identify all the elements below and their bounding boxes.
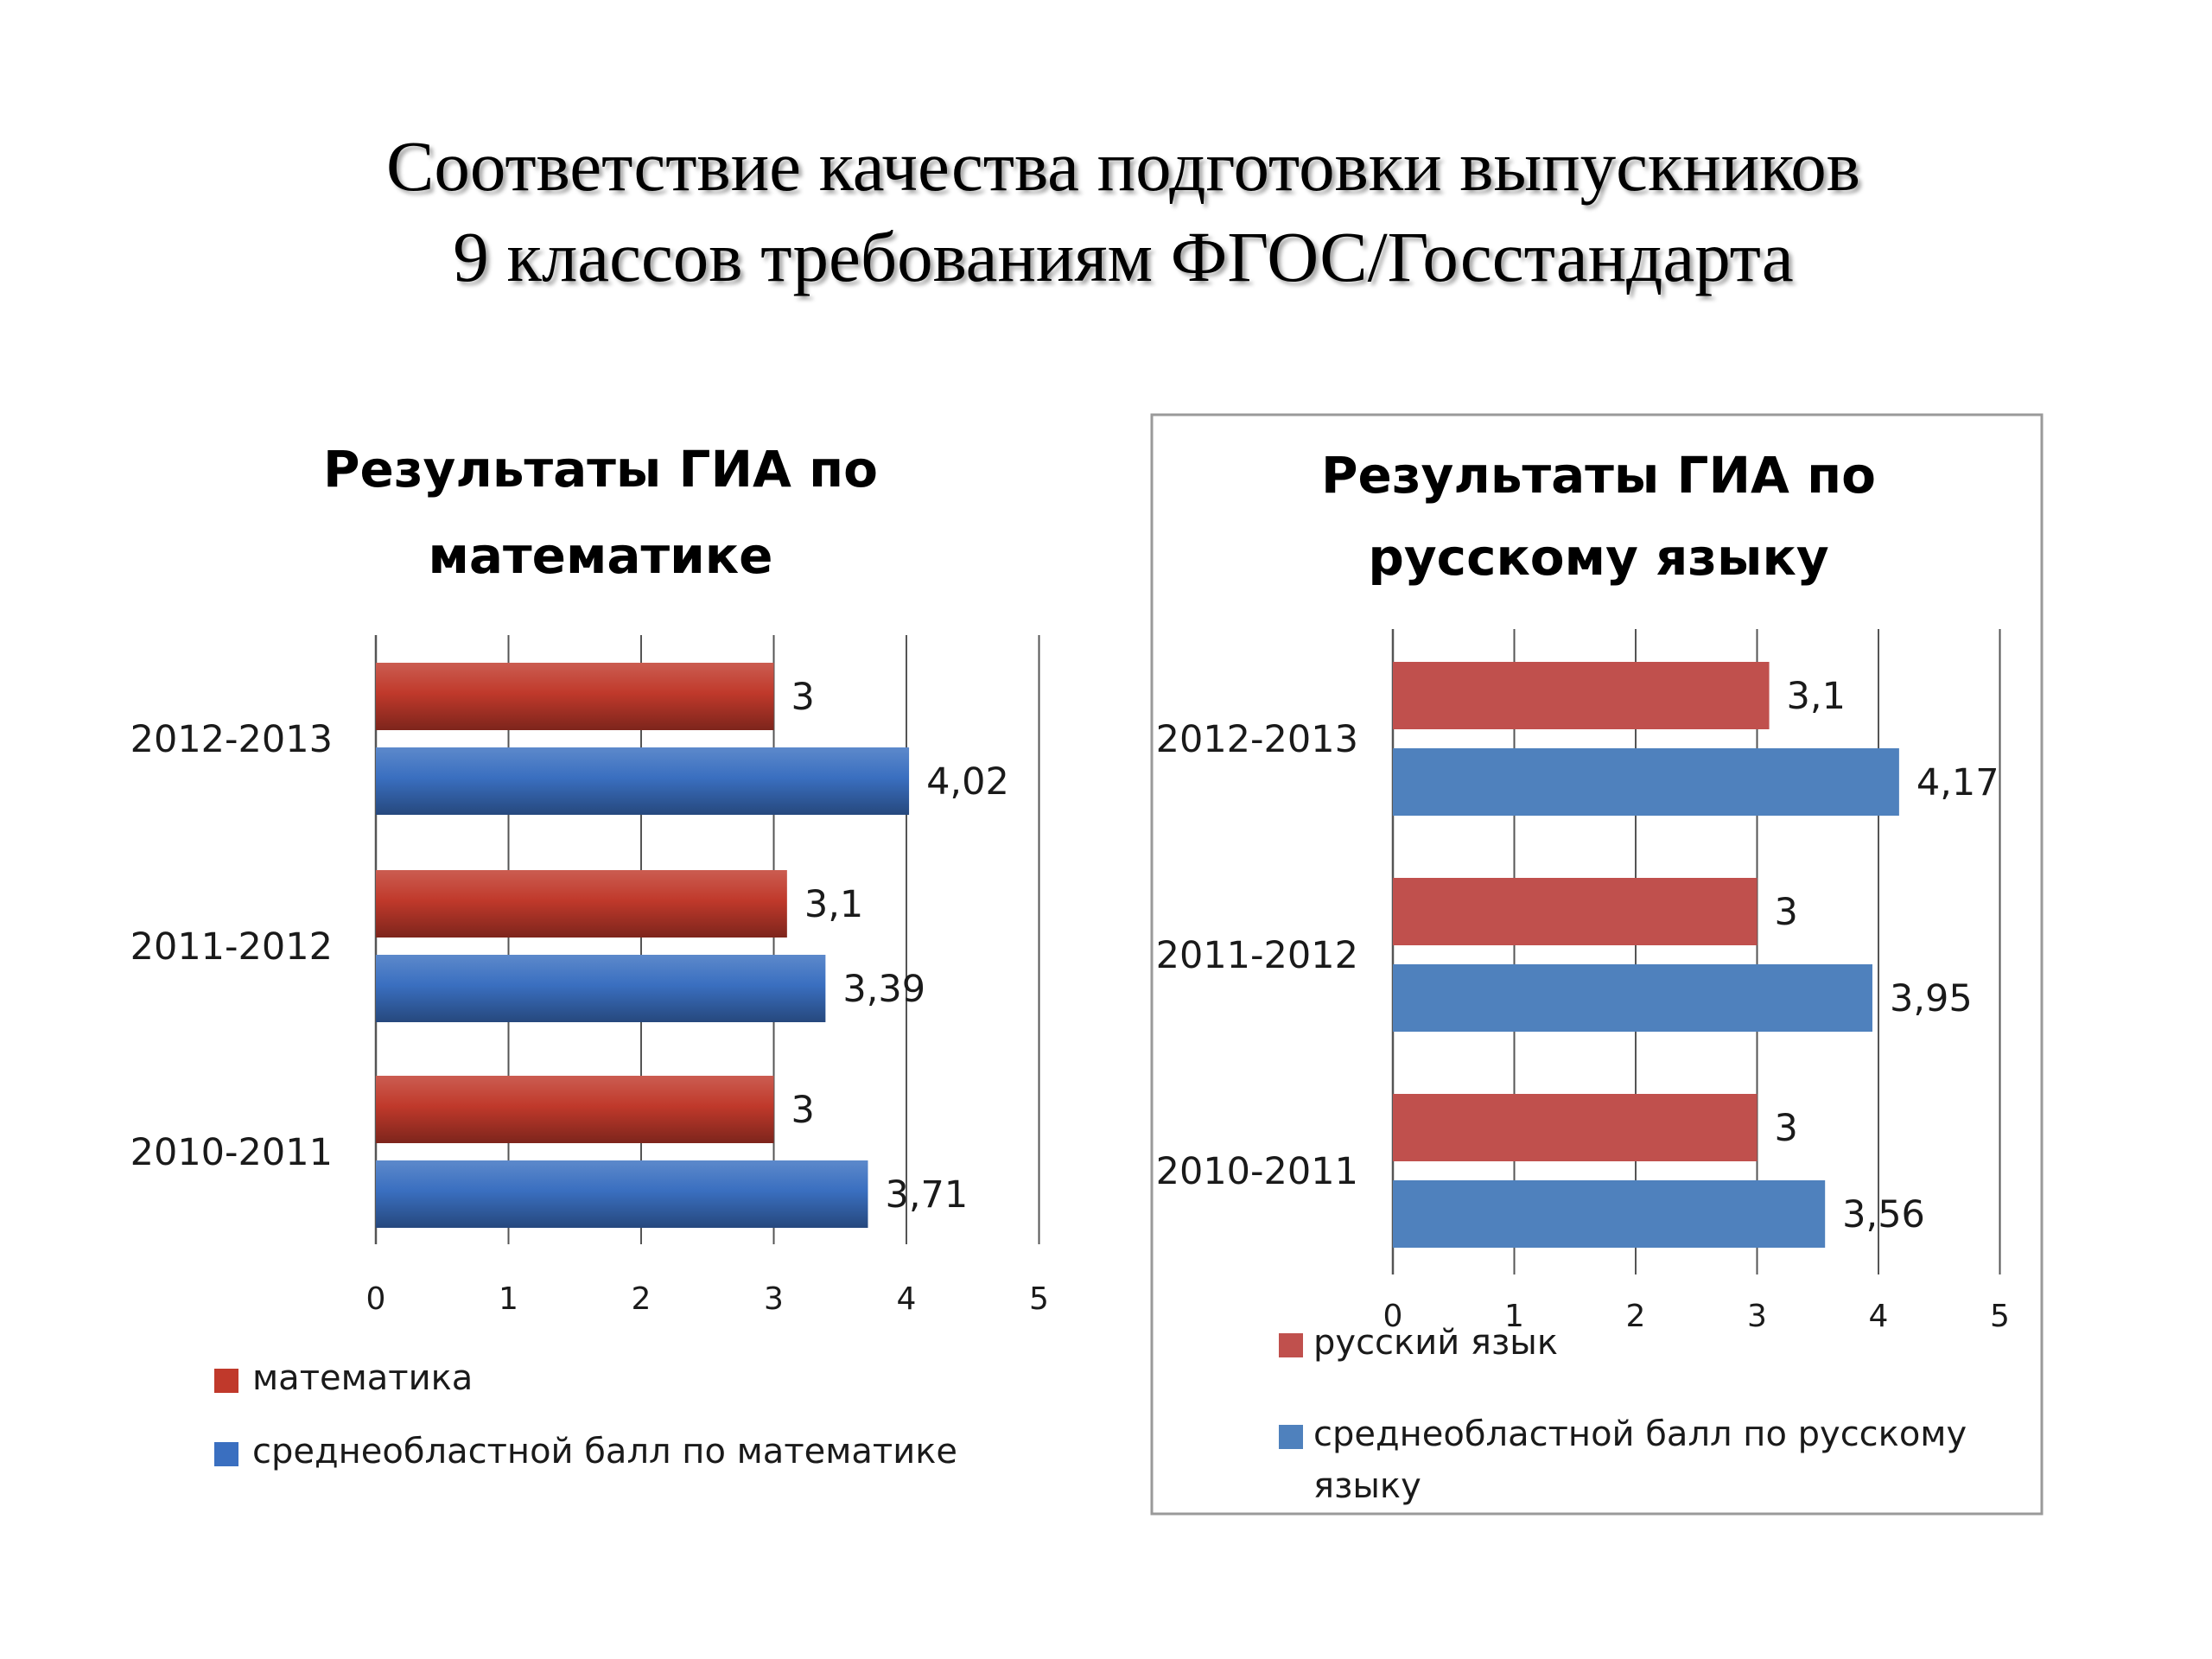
data-label: 3,71: [885, 1173, 968, 1217]
x-tick-label: 0: [1383, 1299, 1403, 1334]
x-tick-label: 3: [764, 1281, 784, 1317]
bar: [1393, 878, 1758, 945]
x-tick-label: 3: [1747, 1299, 1767, 1334]
slide-title-line-2: 9 классов требованиям ФГОС/Госстандарта: [453, 217, 1794, 296]
legend-swatch: [214, 1442, 238, 1466]
data-label: 3,56: [1842, 1193, 1925, 1236]
chart-frame: [1150, 413, 2044, 1516]
chart-title-line-2: русскому языку: [1368, 528, 1828, 587]
data-label: 4,02: [926, 760, 1009, 804]
x-tick-label: 1: [1504, 1299, 1524, 1334]
data-label: 3: [791, 676, 815, 719]
chart-2: Результаты ГИА по русскому языку 0 1 2 3 4 5 201…: [1150, 413, 2044, 1516]
legend-label: русский язык: [1313, 1323, 1558, 1363]
data-label: 3,1: [804, 883, 863, 926]
data-label: 3,1: [1787, 675, 1846, 718]
category-label: 2011-2012: [1156, 934, 1358, 977]
category-label: 2010-2011: [130, 1131, 333, 1174]
x-tick-label: 4: [1869, 1299, 1889, 1334]
category-label: 2012-2013: [130, 718, 333, 761]
bar: [376, 870, 787, 938]
category-label: 2011-2012: [130, 925, 333, 969]
chart-title-line-1: Результаты ГИА по: [1321, 446, 1876, 505]
slide-title-line-1: Соответствие качества подготовки выпускн…: [386, 126, 1860, 206]
x-tick-label: 2: [1626, 1299, 1646, 1334]
x-tick-label: 1: [499, 1281, 518, 1317]
bar: [376, 663, 774, 730]
bar: [376, 1160, 868, 1228]
category-label: 2012-2013: [1156, 718, 1358, 761]
x-tick-label: 5: [1029, 1281, 1049, 1317]
bar: [376, 955, 826, 1022]
legend-label: среднеобластной балл по математике: [252, 1432, 957, 1471]
data-label: 4,17: [1916, 761, 1999, 804]
x-tick-label: 0: [366, 1281, 386, 1317]
bar: [1393, 1094, 1758, 1161]
bar: [1393, 662, 1770, 729]
data-label: 3,95: [1890, 977, 1973, 1020]
legend-label: математика: [252, 1358, 473, 1398]
bar: [1393, 964, 1872, 1032]
data-label: 3: [1775, 891, 1798, 934]
data-label: 3: [1775, 1107, 1798, 1150]
legend-label: среднеобластной балл по русскому: [1313, 1414, 1967, 1454]
bar: [1393, 748, 1899, 816]
legend-swatch: [1279, 1333, 1303, 1357]
x-tick-label: 5: [1990, 1299, 2010, 1334]
data-label: 3: [791, 1089, 815, 1132]
bar: [376, 747, 910, 815]
bar: [1393, 1180, 1826, 1248]
category-label: 2010-2011: [1156, 1150, 1358, 1193]
legend-swatch: [1279, 1425, 1303, 1449]
chart-title-line-2: математике: [428, 526, 772, 585]
chart-1: Результаты ГИА по математике 0 1 2 3 4 5 2012-20…: [130, 440, 1049, 1471]
bar: [376, 1076, 774, 1143]
data-label: 3,39: [842, 968, 925, 1011]
slide-title: Соответствие качества подготовки выпускн…: [0, 121, 2212, 302]
chart-title-line-1: Результаты ГИА по: [323, 440, 878, 499]
x-tick-label: 2: [632, 1281, 652, 1317]
legend-swatch: [214, 1369, 238, 1393]
legend-label: языку: [1313, 1466, 1421, 1506]
x-tick-label: 4: [897, 1281, 917, 1317]
